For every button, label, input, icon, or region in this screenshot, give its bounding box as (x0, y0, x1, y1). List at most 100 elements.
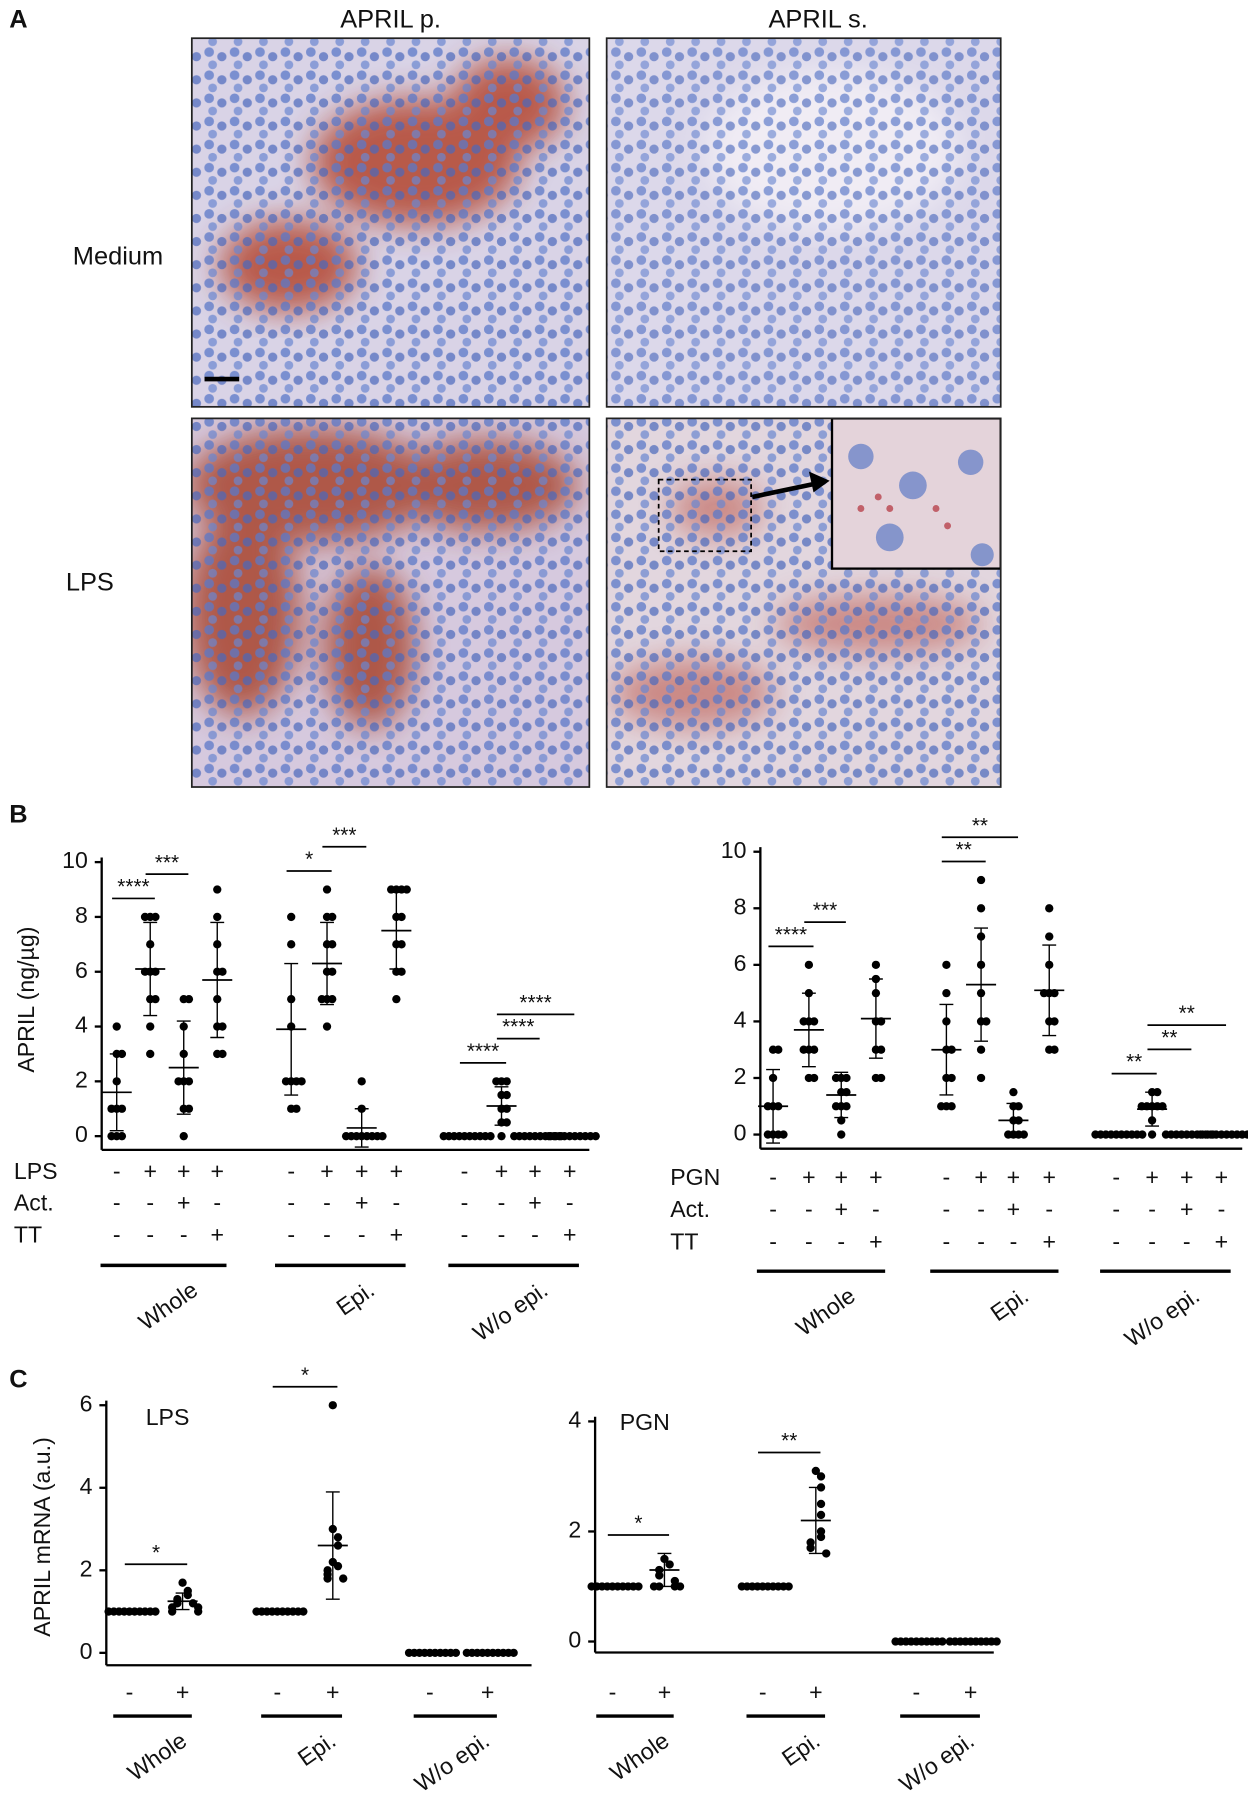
condition-mark: - (273, 1679, 281, 1705)
micrograph-row-label: Medium (73, 242, 163, 270)
condition-mark: + (177, 1158, 191, 1184)
condition-mark: - (1045, 1196, 1053, 1222)
condition-mark: - (113, 1158, 121, 1184)
y-tick-label: 6 (75, 957, 88, 983)
data-point (322, 1022, 332, 1031)
data-point (509, 1648, 518, 1658)
data-point (816, 1472, 826, 1481)
condition-mark: + (1007, 1164, 1021, 1190)
condition-mark: + (210, 1222, 224, 1248)
data-point (837, 1130, 846, 1139)
condition-mark: - (498, 1189, 506, 1215)
error-bar (494, 1086, 509, 1126)
data-point (218, 967, 227, 976)
data-point (737, 1582, 747, 1591)
group-label: Whole (605, 1727, 674, 1786)
data-point (328, 1401, 337, 1410)
condition-mark: - (769, 1229, 777, 1255)
data-point (492, 1077, 501, 1086)
data-point (218, 1022, 227, 1031)
data-point (763, 1130, 773, 1139)
condition-mark: + (355, 1158, 368, 1184)
data-point (634, 1582, 643, 1591)
data-point (107, 1131, 116, 1141)
data-point (976, 1073, 986, 1083)
condition-mark: - (113, 1189, 121, 1215)
group-label: W/o epi. (468, 1276, 552, 1346)
condition-mark: - (358, 1222, 366, 1248)
condition-mark: - (566, 1189, 574, 1215)
data-point (544, 1131, 554, 1141)
condition-mark: + (210, 1158, 224, 1184)
condition-mark: + (495, 1158, 508, 1184)
condition-mark: - (769, 1196, 777, 1222)
y-tick-label: 2 (734, 1063, 747, 1089)
error-bar (766, 1068, 780, 1144)
y-tick-label: 8 (75, 902, 88, 928)
condition-mark: - (943, 1196, 951, 1222)
data-point (1196, 1130, 1205, 1139)
error-bar (939, 1003, 954, 1096)
micrograph-column-label: APRIL p. (340, 6, 441, 34)
data-point (1009, 1087, 1018, 1097)
error-bar (284, 962, 299, 1096)
data-point (842, 1073, 851, 1083)
data-point (779, 1130, 788, 1139)
condition-mark: + (869, 1229, 883, 1255)
data-point (1019, 1130, 1028, 1139)
error-bar (210, 921, 225, 1039)
data-point (107, 1104, 116, 1113)
panel-label: B (9, 801, 27, 829)
condition-mark: - (146, 1189, 154, 1215)
data-point (140, 912, 150, 922)
y-tick-label: 2 (75, 1066, 88, 1092)
condition-label: TT (670, 1229, 698, 1255)
data-point (665, 1560, 674, 1569)
data-point (299, 1607, 308, 1616)
panel-label: C (9, 1366, 27, 1394)
micrograph (191, 38, 590, 407)
condition-mark: - (1010, 1229, 1018, 1255)
condition-mark: - (323, 1222, 331, 1248)
micrograph (606, 418, 1001, 788)
error-bar (801, 992, 816, 1068)
y-tick-label: 0 (80, 1638, 93, 1664)
data-point (328, 967, 337, 976)
data-point (871, 960, 881, 970)
y-tick-label: 0 (734, 1120, 747, 1146)
y-tick-label: 10 (721, 837, 747, 863)
data-point (322, 885, 332, 894)
condition-mark: - (872, 1196, 880, 1222)
data-point (1161, 1130, 1171, 1139)
significance-label: **** (502, 1016, 534, 1039)
y-tick-label: 2 (568, 1517, 581, 1543)
panel-label: A (9, 6, 27, 34)
data-point (357, 1077, 366, 1086)
condition-mark: + (809, 1679, 823, 1705)
data-point (328, 940, 337, 949)
group-label: Whole (134, 1276, 203, 1335)
group-label: Whole (123, 1727, 192, 1786)
condition-mark: + (528, 1158, 541, 1184)
condition-mark: + (563, 1222, 577, 1248)
data-point (168, 1607, 177, 1616)
condition-label: Act. (670, 1196, 710, 1222)
condition-mark: - (461, 1158, 469, 1184)
condition-mark: + (974, 1164, 988, 1190)
data-point (497, 1131, 506, 1141)
data-point (1091, 1130, 1100, 1139)
group-label: W/o epi. (1120, 1282, 1204, 1352)
arrow-head (808, 471, 830, 493)
data-point (287, 940, 296, 949)
condition-mark: - (213, 1189, 221, 1215)
data-point (809, 1045, 819, 1054)
data-point (945, 1637, 955, 1646)
data-point (213, 912, 222, 922)
significance-label: **** (467, 1040, 499, 1063)
data-point (942, 988, 951, 998)
data-point (1014, 1102, 1023, 1111)
condition-mark: + (143, 1158, 156, 1184)
condition-mark: - (759, 1679, 767, 1705)
condition-mark: - (323, 1189, 331, 1215)
data-point (104, 1607, 113, 1616)
